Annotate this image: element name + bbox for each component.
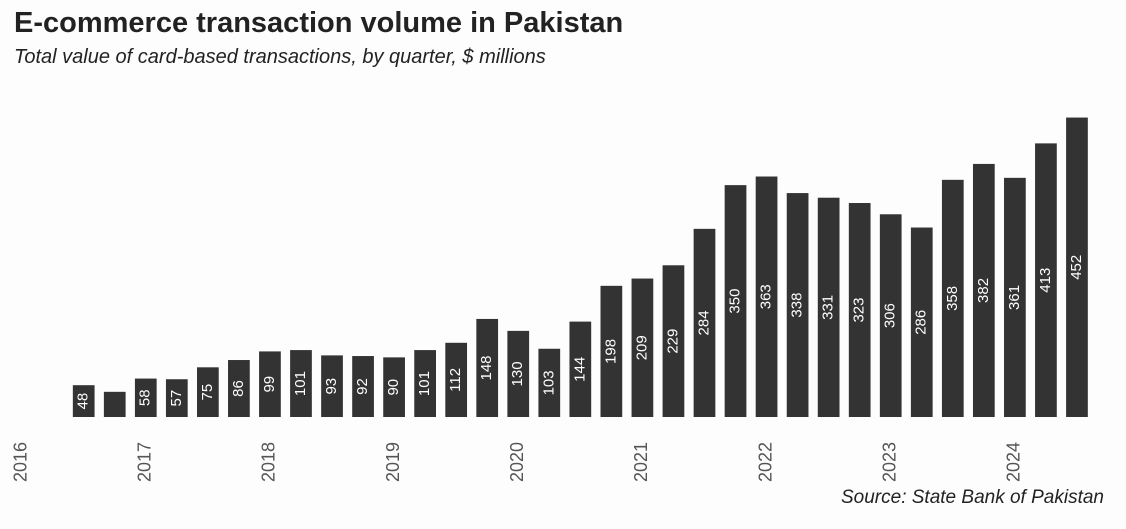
- x-tick-label: 2017: [135, 442, 155, 482]
- value-label: 350: [726, 289, 743, 314]
- x-tick-label: 2021: [631, 442, 651, 482]
- x-tick-label: 2022: [755, 442, 775, 482]
- x-tick-label: 2016: [10, 442, 30, 482]
- bar: [414, 350, 436, 417]
- bar: [72, 385, 95, 417]
- value-label: 323: [851, 297, 868, 322]
- bar: [631, 278, 654, 417]
- value-label: 284: [695, 310, 712, 335]
- value-label: 57: [168, 390, 185, 407]
- value-label: 48: [75, 393, 92, 410]
- x-tick-label: 2024: [1004, 442, 1024, 482]
- value-label: 92: [354, 378, 371, 395]
- bar: [103, 391, 126, 417]
- bar: [972, 163, 995, 417]
- value-label: 358: [944, 286, 961, 311]
- x-tick-label: 2023: [879, 442, 899, 482]
- bar: [507, 330, 530, 417]
- bar: [196, 367, 219, 417]
- value-label: 413: [1037, 268, 1054, 293]
- value-label: 229: [664, 329, 681, 354]
- value-label: 382: [975, 278, 992, 303]
- bar: [662, 265, 685, 417]
- x-tick-label: 2020: [507, 442, 527, 482]
- value-label: 144: [571, 357, 588, 382]
- value-label: 101: [292, 371, 309, 396]
- value-label: 58: [137, 389, 154, 406]
- value-label: 130: [509, 361, 526, 386]
- bar: [383, 357, 405, 417]
- bar: [600, 285, 623, 417]
- value-label: 452: [1068, 255, 1085, 280]
- value-label: 361: [1006, 285, 1023, 310]
- bar: [693, 228, 716, 417]
- value-label: 90: [385, 379, 402, 396]
- bar: [879, 214, 902, 417]
- bar: [910, 227, 933, 417]
- bar: [259, 351, 281, 417]
- bar: [165, 379, 188, 417]
- value-label: 101: [416, 371, 433, 396]
- value-label: 103: [540, 370, 557, 395]
- bar: [755, 176, 778, 417]
- value-label: 209: [633, 335, 650, 360]
- bar: [786, 193, 809, 417]
- value-label: 99: [261, 376, 278, 393]
- bar: [724, 185, 747, 417]
- bar: [228, 360, 250, 417]
- value-label: 363: [758, 284, 775, 309]
- value-label: 93: [323, 378, 340, 395]
- bar: [848, 203, 871, 417]
- bar: [817, 197, 840, 417]
- value-label: 86: [230, 380, 247, 397]
- bar: [352, 356, 374, 417]
- x-tick-label: 2018: [259, 442, 279, 482]
- chart-subtitle: Total value of card-based transactions, …: [14, 46, 546, 68]
- bar: [1066, 117, 1088, 418]
- x-tick-label: 2019: [383, 442, 403, 482]
- chart-title: E-commerce transaction volume in Pakista…: [14, 7, 623, 39]
- bar: [569, 321, 592, 417]
- bar: [321, 355, 343, 417]
- bar: [941, 179, 964, 417]
- value-label: 75: [199, 384, 216, 401]
- value-label: 112: [447, 368, 464, 392]
- bar: [476, 318, 499, 417]
- bar: [445, 342, 468, 417]
- bar: [134, 378, 157, 417]
- value-label: 148: [478, 355, 495, 380]
- bar: [538, 348, 561, 417]
- value-label: 306: [882, 303, 899, 328]
- value-label: 338: [789, 293, 806, 318]
- bar: [1035, 143, 1057, 417]
- bar: [290, 350, 312, 417]
- value-label: 286: [913, 310, 930, 335]
- bar: [1004, 177, 1026, 417]
- source-note: Source: State Bank of Pakistan: [841, 487, 1104, 508]
- value-label: 331: [820, 295, 837, 320]
- value-label: 198: [602, 339, 619, 364]
